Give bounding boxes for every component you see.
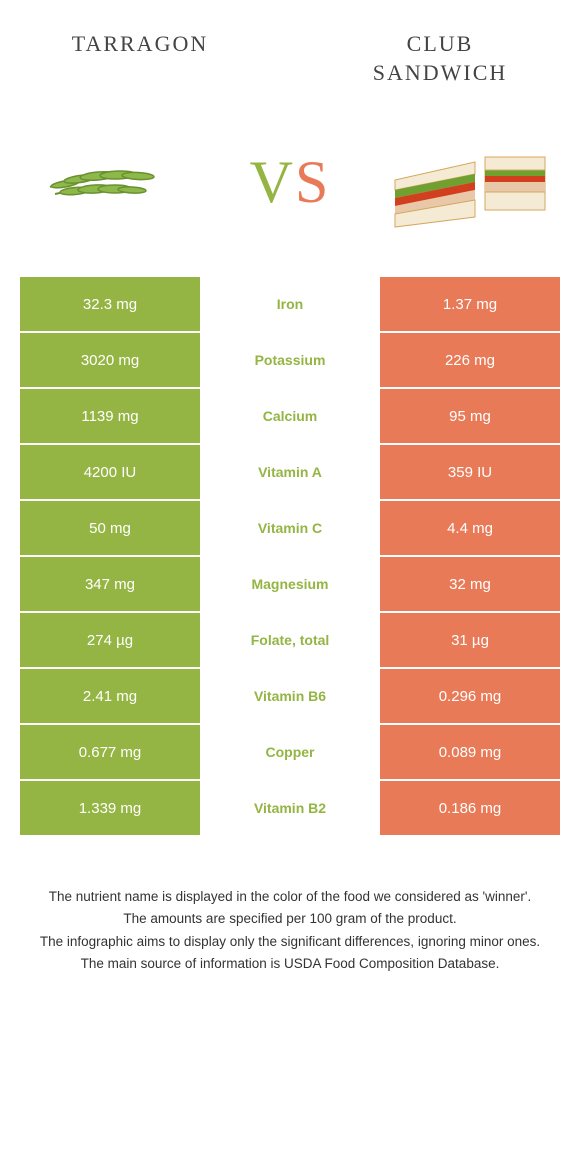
left-value: 3020 mg [20,333,200,387]
right-value: 4.4 mg [380,501,560,555]
right-value: 31 µg [380,613,560,667]
nutrient-name: Iron [200,277,380,331]
nutrient-row: 3020 mgPotassium226 mg [20,333,560,389]
club-sandwich-image [390,122,550,242]
footer-line: The infographic aims to display only the… [30,932,550,952]
footer-line: The nutrient name is displayed in the co… [30,887,550,907]
left-food-title: TARRAGON [40,30,240,87]
nutrient-row: 32.3 mgIron1.37 mg [20,277,560,333]
nutrient-row: 0.677 mgCopper0.089 mg [20,725,560,781]
nutrient-name: Calcium [200,389,380,443]
footer-line: The amounts are specified per 100 gram o… [30,909,550,929]
right-value: 0.296 mg [380,669,560,723]
left-value: 50 mg [20,501,200,555]
right-value: 226 mg [380,333,560,387]
nutrient-name: Folate, total [200,613,380,667]
left-value: 347 mg [20,557,200,611]
right-value: 95 mg [380,389,560,443]
hero-row: VS [0,97,580,277]
right-value: 359 IU [380,445,560,499]
nutrient-name: Magnesium [200,557,380,611]
nutrient-name: Vitamin B6 [200,669,380,723]
right-value: 1.37 mg [380,277,560,331]
vs-s: S [295,149,330,215]
left-value: 2.41 mg [20,669,200,723]
nutrient-name: Potassium [200,333,380,387]
nutrient-name: Copper [200,725,380,779]
nutrient-row: 50 mgVitamin C4.4 mg [20,501,560,557]
nutrient-table: 32.3 mgIron1.37 mg3020 mgPotassium226 mg… [20,277,560,837]
nutrient-name: Vitamin A [200,445,380,499]
left-value: 0.677 mg [20,725,200,779]
left-value: 32.3 mg [20,277,200,331]
nutrient-row: 1139 mgCalcium95 mg [20,389,560,445]
right-value: 32 mg [380,557,560,611]
tarragon-image [30,122,190,242]
left-value: 1139 mg [20,389,200,443]
vs-v: V [250,149,295,215]
nutrient-row: 347 mgMagnesium32 mg [20,557,560,613]
comparison-header: TARRAGON CLUB SANDWICH [0,0,580,97]
footer-notes: The nutrient name is displayed in the co… [0,837,580,974]
nutrient-name: Vitamin B2 [200,781,380,835]
nutrient-row: 1.339 mgVitamin B20.186 mg [20,781,560,837]
right-food-title: CLUB SANDWICH [340,30,540,87]
vs-label: VS [250,148,331,217]
left-value: 4200 IU [20,445,200,499]
nutrient-row: 2.41 mgVitamin B60.296 mg [20,669,560,725]
left-value: 274 µg [20,613,200,667]
nutrient-row: 274 µgFolate, total31 µg [20,613,560,669]
right-value: 0.186 mg [380,781,560,835]
footer-line: The main source of information is USDA F… [30,954,550,974]
nutrient-name: Vitamin C [200,501,380,555]
left-value: 1.339 mg [20,781,200,835]
nutrient-row: 4200 IUVitamin A359 IU [20,445,560,501]
right-value: 0.089 mg [380,725,560,779]
